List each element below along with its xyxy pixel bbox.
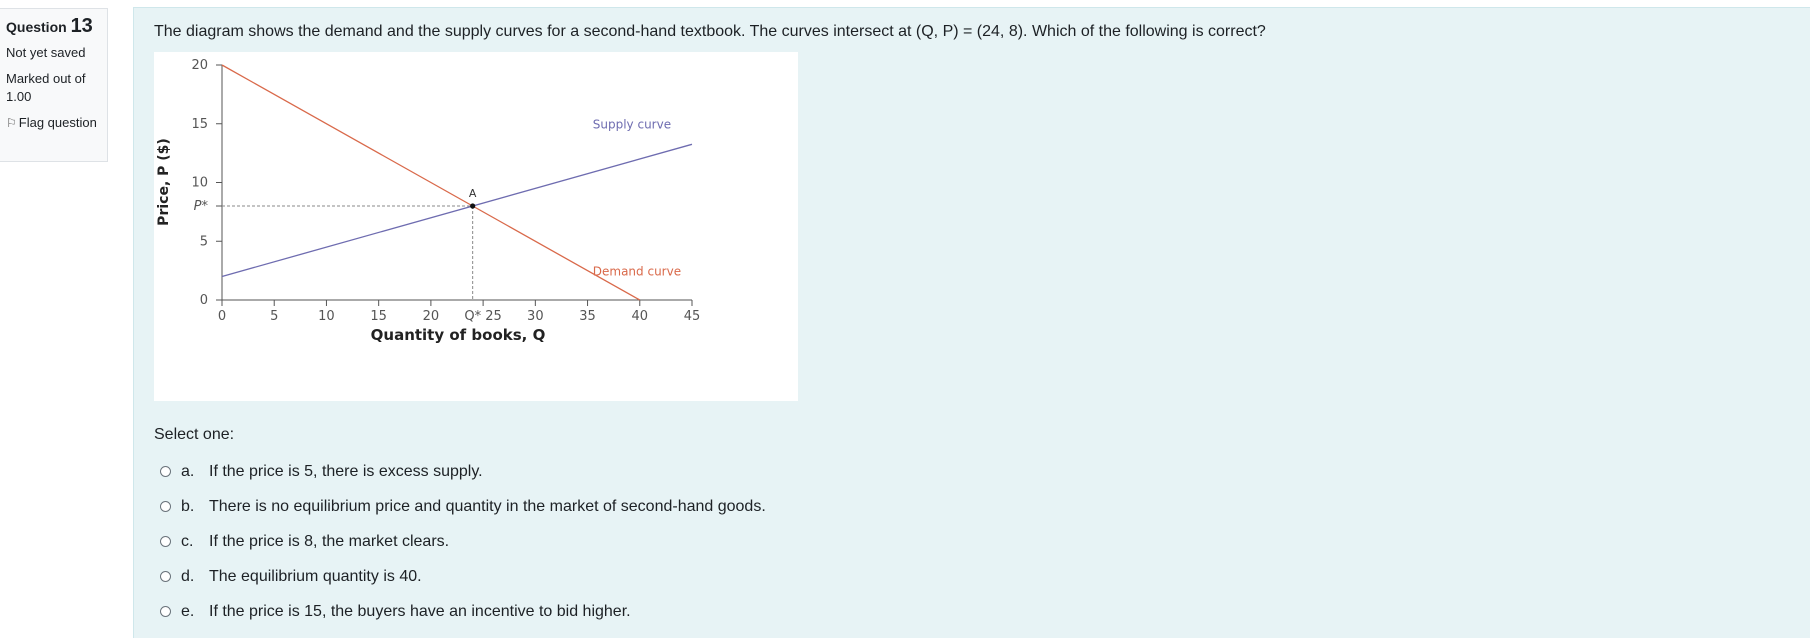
answer-letter: a.	[181, 462, 195, 480]
y-tick-label: P*	[194, 199, 209, 214]
answer-letter: d.	[181, 567, 195, 585]
x-tick-label: Q* 25	[464, 309, 501, 324]
equilibrium-point	[470, 203, 476, 209]
answer-option-e[interactable]: e. If the price is 15, the buyers have a…	[160, 594, 766, 629]
radio-button[interactable]	[160, 501, 171, 512]
radio-button[interactable]	[160, 606, 171, 617]
x-tick-label: 15	[370, 309, 387, 324]
supply-curve-label: Supply curve	[593, 117, 671, 131]
x-tick-label: 10	[318, 309, 335, 324]
y-tick-label: 10	[191, 176, 208, 191]
x-tick-label: 0	[218, 309, 226, 324]
x-axis-title: Quantity of books, Q	[371, 326, 546, 344]
x-tick-label: 40	[632, 309, 649, 324]
answer-option-a[interactable]: a. If the price is 5, there is excess su…	[160, 454, 766, 489]
question-state: Not yet saved	[6, 45, 86, 60]
question-grade: Marked out of 1.00	[6, 71, 86, 104]
question-content: The diagram shows the demand and the sup…	[133, 7, 1810, 638]
answer-option-c[interactable]: c. If the price is 8, the market clears.	[160, 524, 766, 559]
answer-text: If the price is 15, the buyers have an i…	[209, 602, 631, 620]
question-number-value: 13	[70, 15, 93, 37]
x-tick-label: 30	[527, 309, 544, 324]
answer-text: The equilibrium quantity is 40.	[209, 567, 422, 585]
question-label: Question	[6, 19, 67, 35]
supply-demand-chart: 0 5 10 P* 15 20 0 5 10 15 20 Q* 25 30 35 40 45 A Supply c…	[156, 58, 701, 344]
y-axis-title: Price, P ($)	[156, 138, 172, 226]
radio-button[interactable]	[160, 536, 171, 547]
flag-question-label: Flag question	[18, 115, 97, 130]
answer-prompt: Select one:	[154, 426, 235, 443]
y-tick-label: 0	[200, 293, 208, 308]
answer-list: a. If the price is 5, there is excess su…	[160, 454, 766, 629]
answer-letter: c.	[181, 532, 194, 550]
radio-button[interactable]	[160, 571, 171, 582]
x-tick-label: 35	[579, 309, 596, 324]
y-tick-label: 15	[191, 117, 208, 132]
answer-letter: e.	[181, 602, 195, 620]
chart-figure: 0 5 10 P* 15 20 0 5 10 15 20 Q* 25 30 35 40 45 A Supply c…	[154, 52, 798, 401]
x-tick-label: 5	[270, 309, 278, 324]
x-tick-label: 20	[423, 309, 440, 324]
question-info-panel: Question 13 Not yet saved Marked out of …	[0, 8, 108, 162]
y-tick-label: 20	[191, 58, 208, 73]
answer-option-b[interactable]: b. There is no equilibrium price and qua…	[160, 489, 766, 524]
supply-curve-line	[221, 143, 693, 278]
x-tick-label: 45	[684, 309, 701, 324]
demand-curve-label: Demand curve	[593, 264, 681, 278]
answer-text: There is no equilibrium price and quanti…	[209, 497, 766, 515]
flag-icon: ⚐	[6, 116, 17, 130]
equilibrium-label: A	[469, 187, 477, 200]
answer-text: If the price is 8, the market clears.	[209, 532, 450, 550]
answer-text: If the price is 5, there is excess suppl…	[209, 462, 483, 480]
question-number: Question 13	[6, 15, 101, 37]
radio-button[interactable]	[160, 466, 171, 477]
demand-curve-line	[221, 64, 641, 301]
flag-question-link[interactable]: ⚐ Flag question	[6, 114, 101, 132]
question-text: The diagram shows the demand and the sup…	[154, 23, 1266, 40]
y-tick-label: 5	[200, 234, 208, 249]
answer-letter: b.	[181, 497, 195, 515]
answer-option-d[interactable]: d. The equilibrium quantity is 40.	[160, 559, 766, 594]
